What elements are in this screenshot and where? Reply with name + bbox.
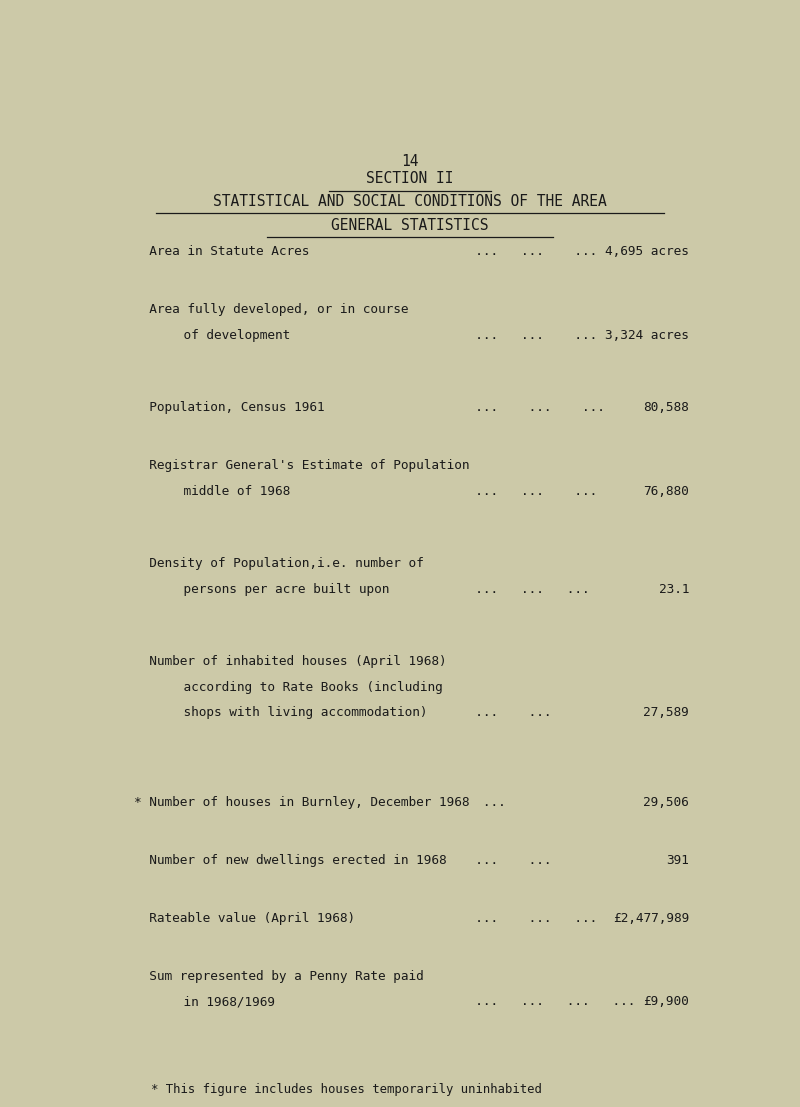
Text: 3,324 acres: 3,324 acres (605, 329, 689, 342)
Text: ...    ...    ...: ... ... ... (459, 402, 605, 414)
Text: 27,589: 27,589 (643, 706, 689, 720)
Text: of development: of development (153, 329, 290, 342)
Text: Population, Census 1961: Population, Census 1961 (134, 402, 325, 414)
Text: SECTION II: SECTION II (366, 172, 454, 186)
Text: * This figure includes houses temporarily uninhabited: * This figure includes houses temporaril… (151, 1084, 542, 1096)
Text: Sum represented by a Penny Rate paid: Sum represented by a Penny Rate paid (134, 970, 424, 983)
Text: shops with living accommodation): shops with living accommodation) (153, 706, 427, 720)
Text: persons per acre built upon: persons per acre built upon (153, 583, 389, 596)
Text: 29,506: 29,506 (643, 796, 689, 809)
Text: STATISTICAL AND SOCIAL CONDITIONS OF THE AREA: STATISTICAL AND SOCIAL CONDITIONS OF THE… (213, 194, 607, 209)
Text: 14: 14 (402, 154, 418, 169)
Text: 23.1: 23.1 (658, 583, 689, 596)
Text: ...: ... (459, 796, 506, 809)
Text: Number of new dwellings erected in 1968: Number of new dwellings erected in 1968 (134, 853, 446, 867)
Text: according to Rate Books (including: according to Rate Books (including (153, 681, 442, 694)
Text: Area fully developed, or in course: Area fully developed, or in course (134, 303, 409, 317)
Text: 76,880: 76,880 (643, 485, 689, 498)
Text: Number of inhabited houses (April 1968): Number of inhabited houses (April 1968) (134, 655, 446, 669)
Text: £2,477,989: £2,477,989 (613, 912, 689, 925)
Text: Registrar General's Estimate of Population: Registrar General's Estimate of Populati… (134, 459, 470, 473)
Text: ...    ...   ...: ... ... ... (459, 912, 597, 925)
Text: 391: 391 (666, 853, 689, 867)
Text: middle of 1968: middle of 1968 (153, 485, 290, 498)
Text: £9,900: £9,900 (643, 995, 689, 1008)
Text: Rateable value (April 1968): Rateable value (April 1968) (134, 912, 355, 925)
Text: * Number of houses in Burnley, December 1968: * Number of houses in Burnley, December … (134, 796, 470, 809)
Text: 4,695 acres: 4,695 acres (605, 246, 689, 258)
Text: ...   ...    ...: ... ... ... (459, 329, 597, 342)
Text: ...    ...: ... ... (459, 853, 551, 867)
Text: ...   ...   ...   ...: ... ... ... ... (459, 995, 635, 1008)
Text: Area in Statute Acres: Area in Statute Acres (134, 246, 310, 258)
Text: Density of Population,i.e. number of: Density of Population,i.e. number of (134, 557, 424, 570)
Text: in 1968/1969: in 1968/1969 (153, 995, 274, 1008)
Text: ...   ...    ...: ... ... ... (459, 485, 597, 498)
Text: 80,588: 80,588 (643, 402, 689, 414)
Text: ...   ...    ...: ... ... ... (459, 246, 597, 258)
Text: ...   ...   ...: ... ... ... (459, 583, 590, 596)
Text: ...    ...: ... ... (459, 706, 551, 720)
Text: GENERAL STATISTICS: GENERAL STATISTICS (331, 218, 489, 234)
